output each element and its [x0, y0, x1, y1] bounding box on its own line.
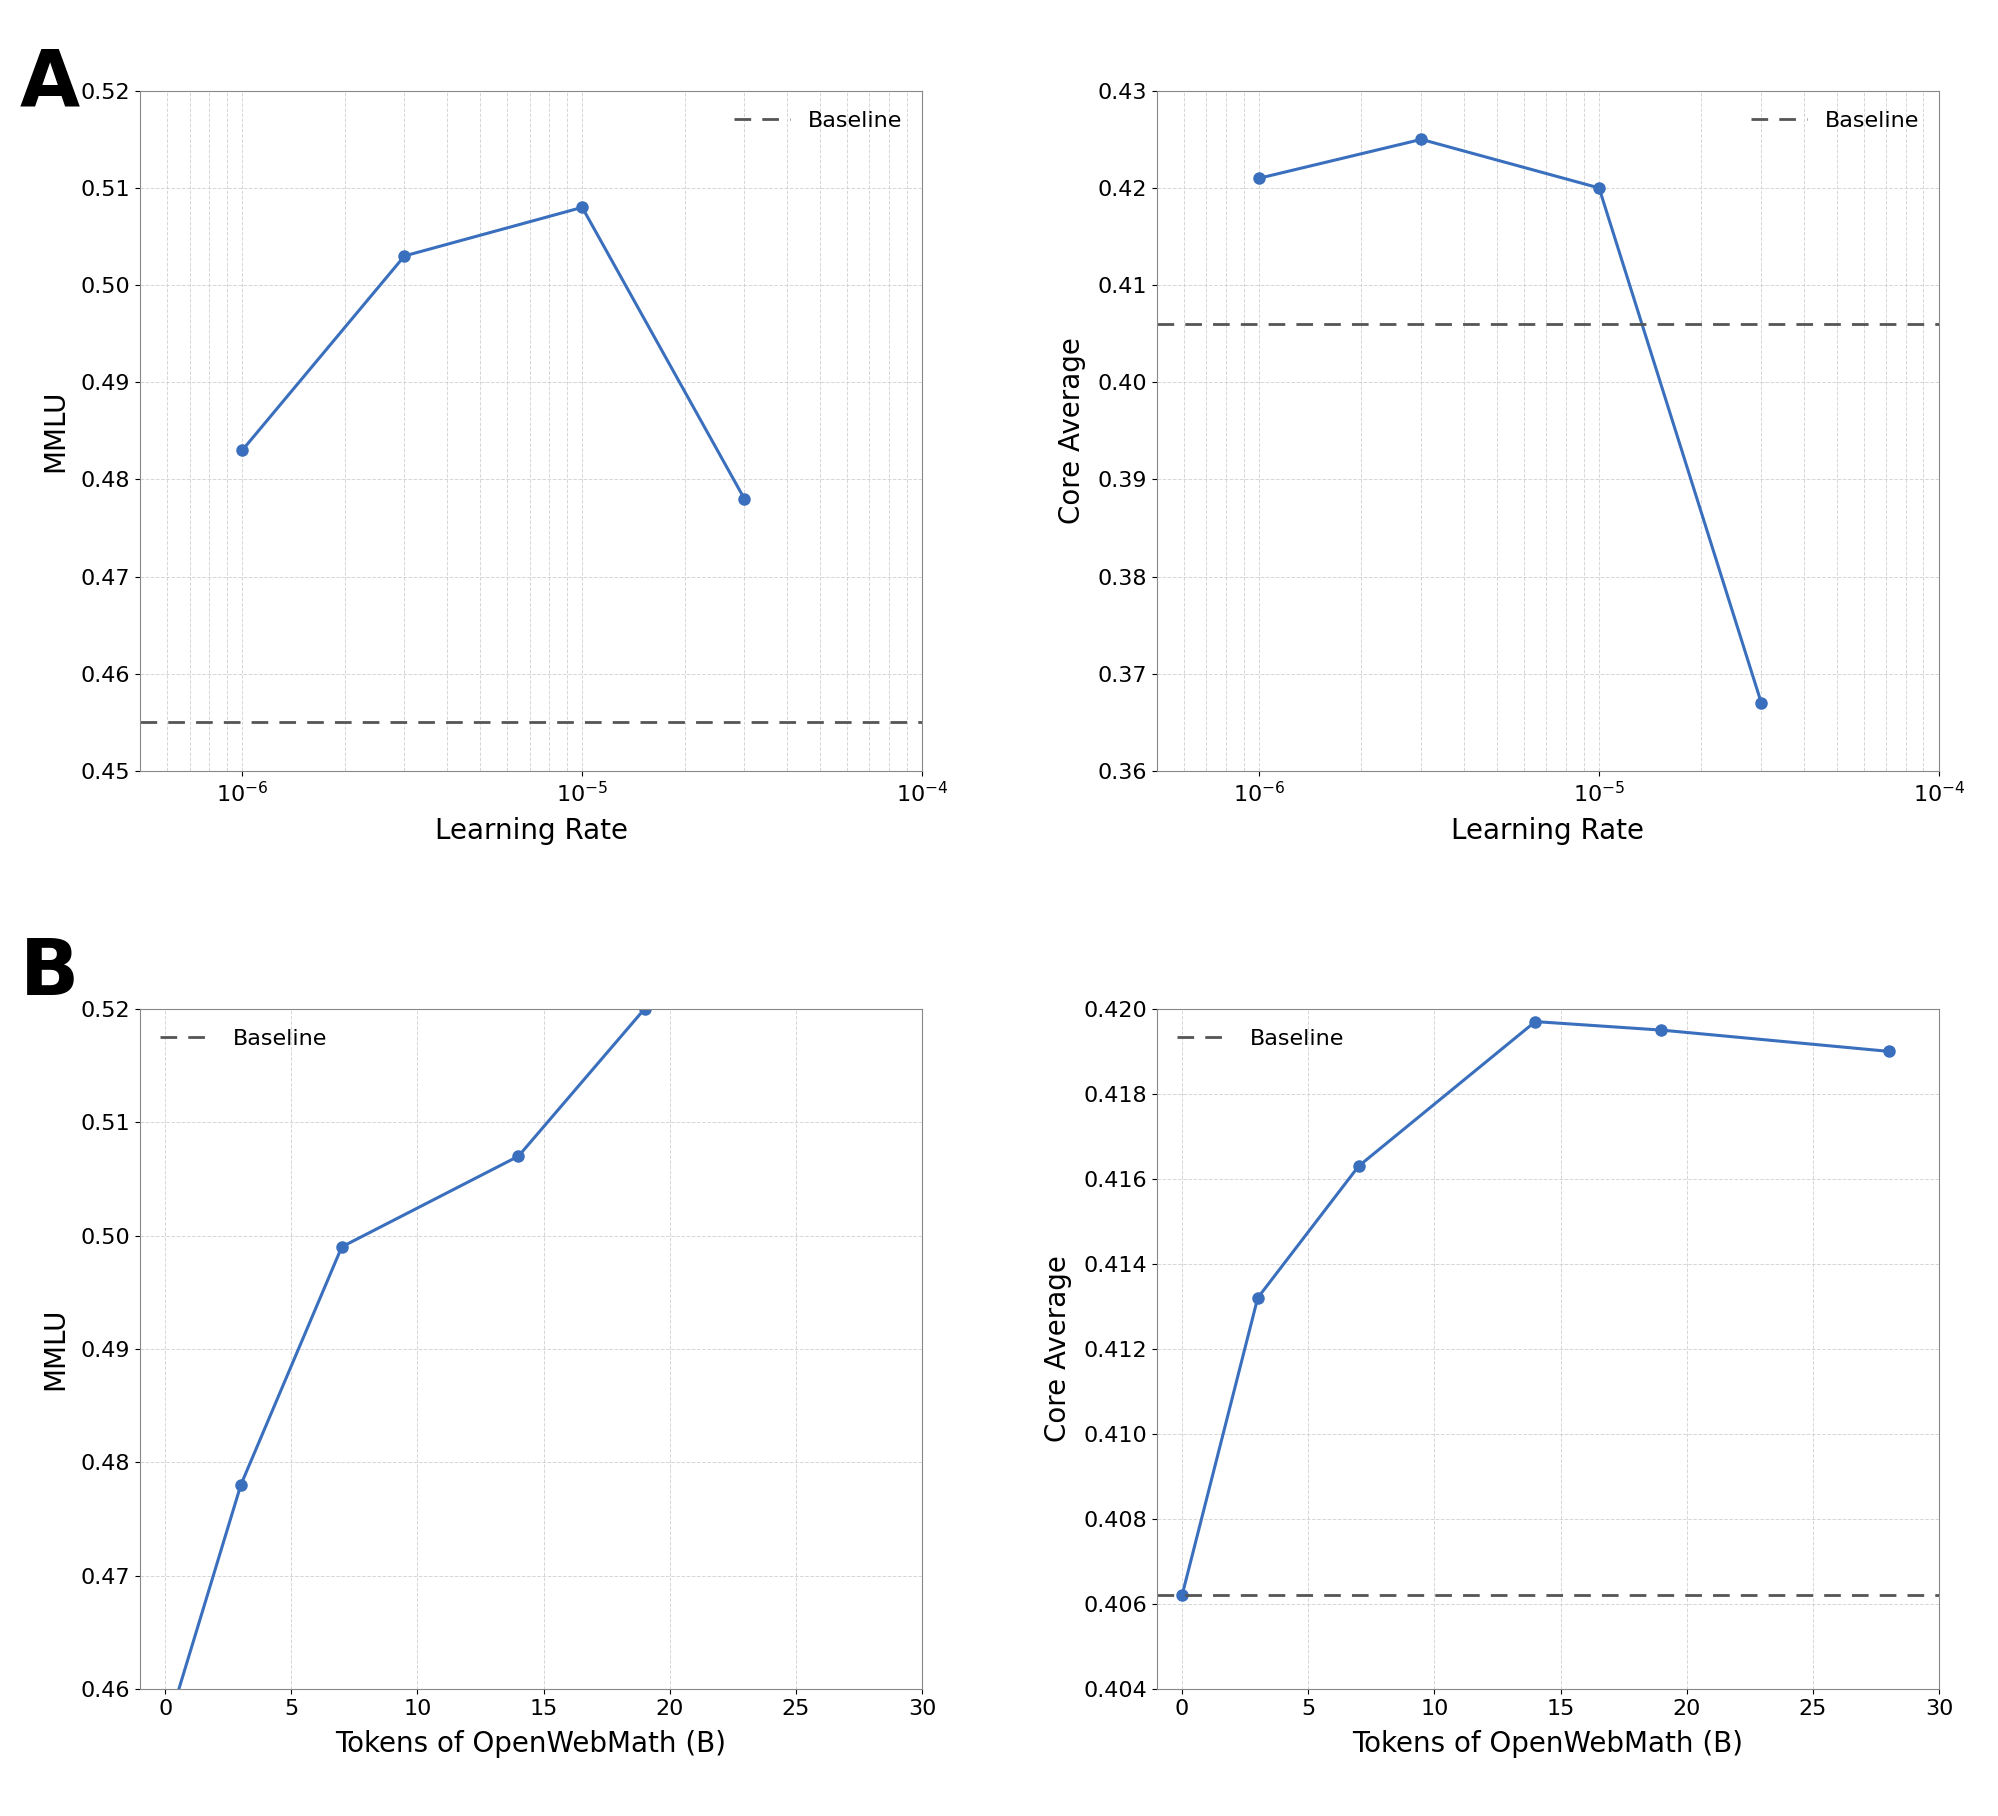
X-axis label: Tokens of OpenWebMath (B): Tokens of OpenWebMath (B) [336, 1729, 725, 1758]
Y-axis label: Core Average: Core Average [1043, 1255, 1071, 1442]
Y-axis label: MMLU: MMLU [42, 390, 70, 472]
Legend: Baseline: Baseline [1742, 102, 1926, 140]
Legend: Baseline: Baseline [1167, 1021, 1353, 1057]
Legend: Baseline: Baseline [725, 102, 911, 140]
Text: B: B [20, 935, 80, 1012]
Y-axis label: Core Average: Core Average [1057, 338, 1085, 525]
X-axis label: Tokens of OpenWebMath (B): Tokens of OpenWebMath (B) [1353, 1729, 1742, 1758]
X-axis label: Learning Rate: Learning Rate [434, 817, 627, 844]
X-axis label: Learning Rate: Learning Rate [1451, 817, 1644, 844]
Legend: Baseline: Baseline [152, 1021, 336, 1057]
Y-axis label: MMLU: MMLU [42, 1308, 70, 1389]
Text: A: A [20, 45, 80, 122]
